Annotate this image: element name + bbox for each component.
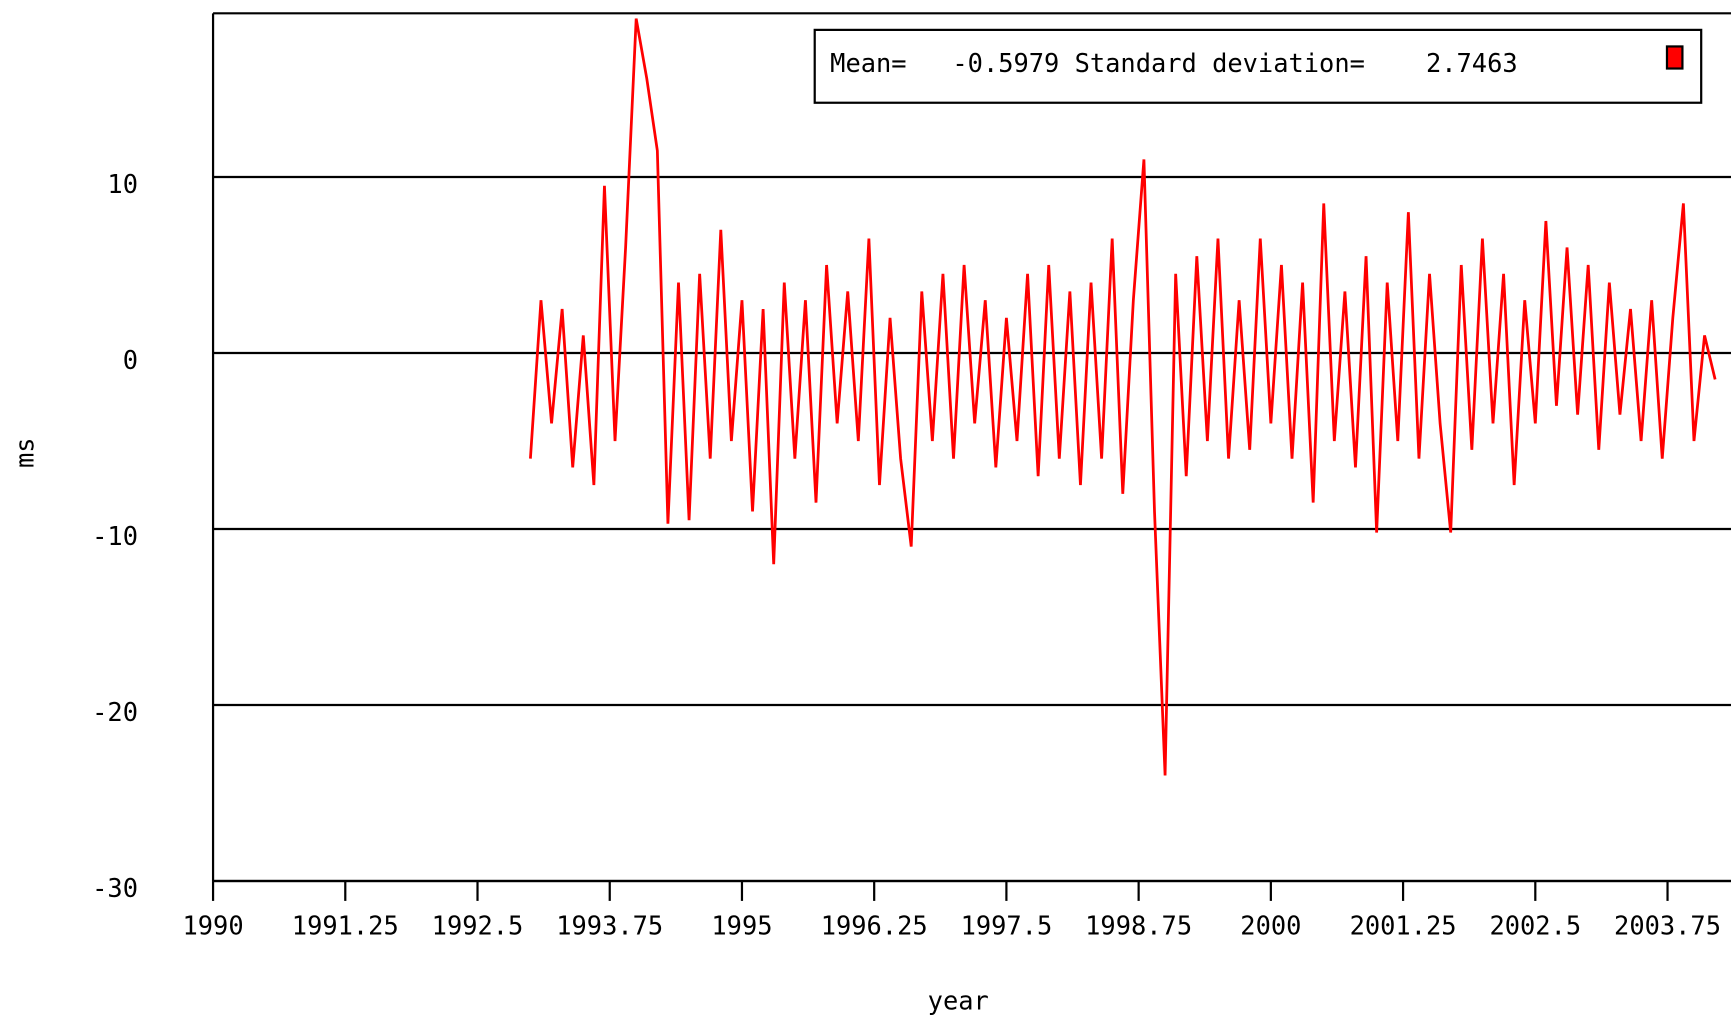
x-tick-label: 1996.25 xyxy=(821,910,928,940)
y-tick-label: -10 xyxy=(92,521,138,551)
x-tick-label: 1993.75 xyxy=(556,910,663,940)
legend-swatch xyxy=(1665,45,1684,70)
x-tick-label: 1995 xyxy=(711,910,772,940)
y-tick-label: 0 xyxy=(123,345,138,375)
x-tick-label: 2001.25 xyxy=(1350,910,1457,940)
y-tick-label: 10 xyxy=(107,169,138,199)
y-tick-label: -20 xyxy=(92,697,138,727)
x-tick-label: 2003.75 xyxy=(1614,910,1721,940)
x-tick-label: 1991.25 xyxy=(292,910,399,940)
x-tick-label: 1992.5 xyxy=(432,910,524,940)
x-tick-label: 2002.5 xyxy=(1489,910,1581,940)
x-tick-label: 1990 xyxy=(183,910,244,940)
legend-label: Mean= -0.5979 Standard deviation= 2.7463 xyxy=(830,48,1517,78)
x-tick-label: 1997.5 xyxy=(961,910,1053,940)
y-axis-label: ms xyxy=(9,437,39,468)
data-line xyxy=(529,18,1717,776)
legend-box xyxy=(813,28,1703,104)
y-tick-label: -30 xyxy=(92,873,138,903)
x-axis-label: year xyxy=(928,985,989,1015)
x-tick-label: 1998.75 xyxy=(1085,910,1192,940)
x-tick-label: 2000 xyxy=(1240,910,1301,940)
